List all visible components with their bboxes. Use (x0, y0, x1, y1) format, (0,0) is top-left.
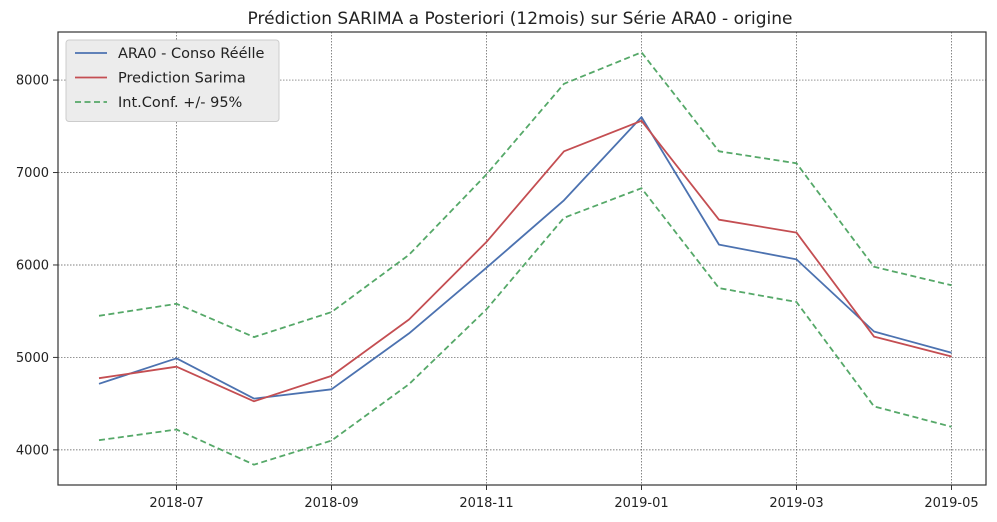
series-line-3 (98, 187, 952, 466)
y-tick-label: 7000 (16, 166, 49, 181)
legend-label: Int.Conf. +/- 95% (118, 95, 242, 111)
series-layer (98, 51, 952, 466)
legend: ARA0 - Conso Réélle Prediction Sarima Int.… (65, 39, 280, 122)
x-tick-label: 2019-03 (769, 496, 823, 511)
x-tick-label: 2018-07 (149, 496, 203, 511)
legend-box (65, 39, 280, 122)
x-tick-label: 2019-05 (924, 496, 978, 511)
series-line-0 (98, 116, 952, 400)
legend-label: Prediction Sarima (118, 71, 246, 87)
x-tick-label: 2019-01 (614, 496, 668, 511)
x-tick-label: 2018-09 (304, 496, 358, 511)
series-line-1 (98, 119, 952, 403)
y-tick-label: 6000 (16, 258, 49, 273)
x-tick-label: 2018-11 (459, 496, 513, 511)
chart-title: Prédiction SARIMA a Posteriori (12mois) … (248, 9, 793, 29)
y-tick-label: 5000 (16, 351, 49, 366)
y-tick-label: 4000 (16, 443, 49, 458)
plot-frame (57, 31, 987, 486)
y-tick-label: 8000 (16, 74, 49, 89)
x-axis: 2018-07 2018-09 2018-11 2019-01 2019-03 2019-… (149, 485, 979, 511)
y-axis: 4000 5000 6000 7000 8000 (16, 74, 58, 458)
legend-label: ARA0 - Conso Réélle (118, 46, 265, 62)
